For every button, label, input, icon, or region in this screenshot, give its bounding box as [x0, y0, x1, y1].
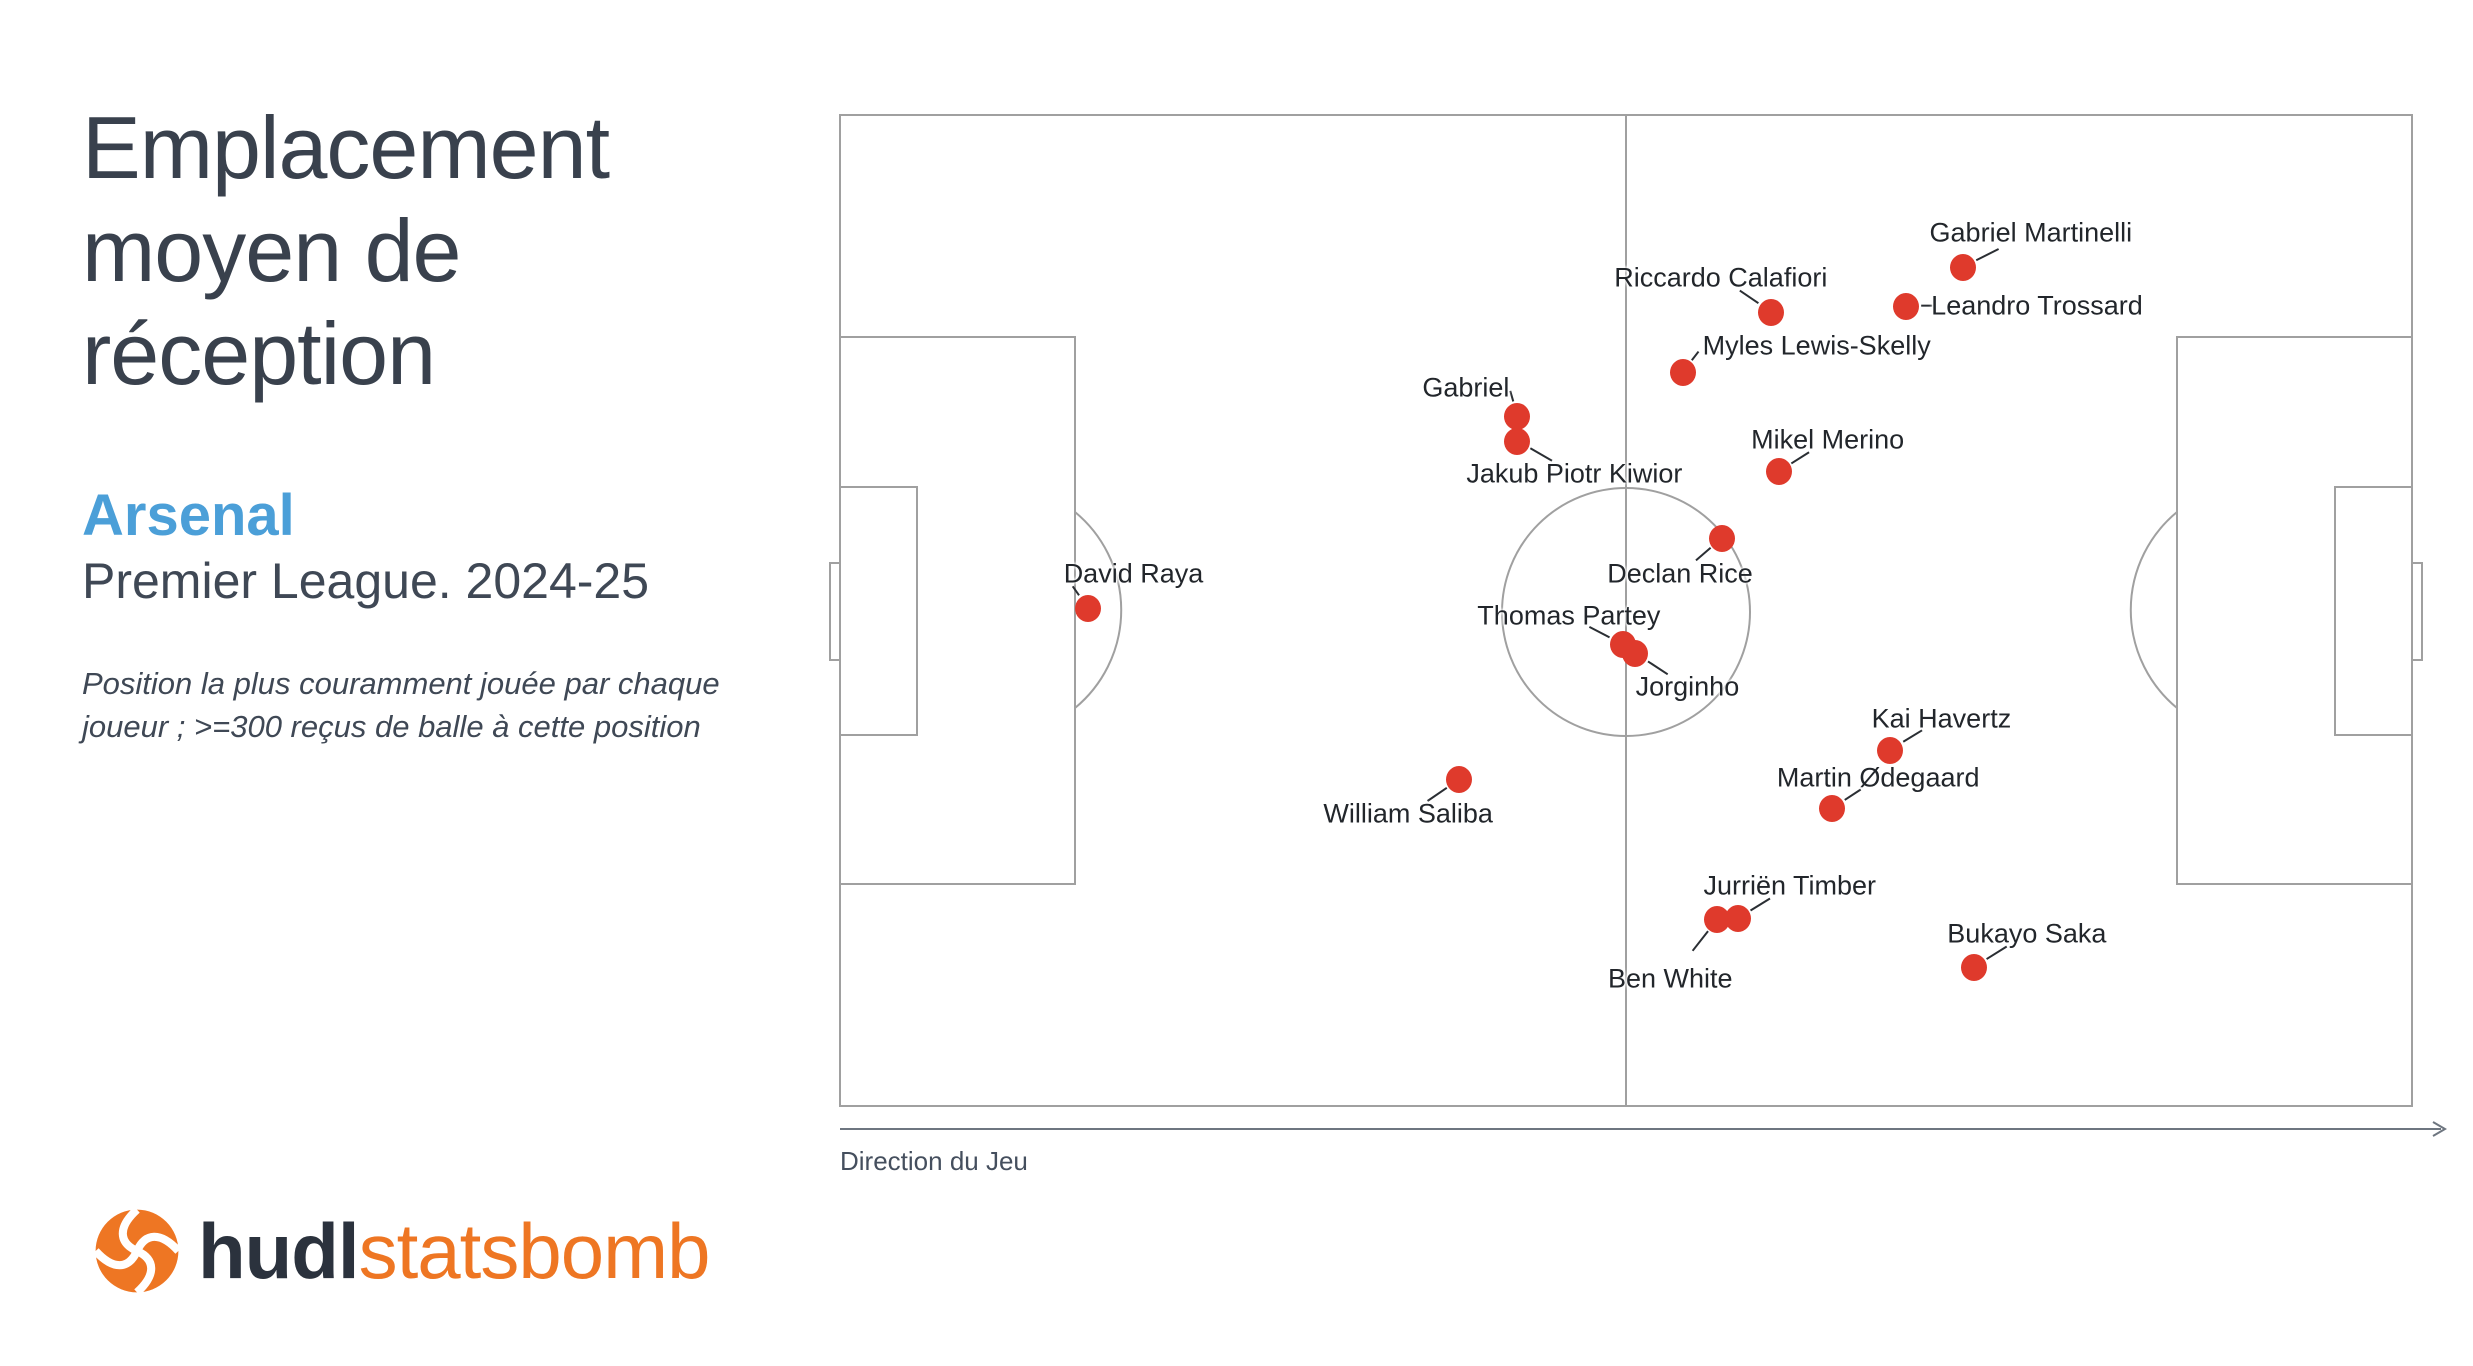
- player-label: Gabriel: [1422, 372, 1510, 403]
- player-label: Jorginho: [1635, 671, 1740, 702]
- player-label: Riccardo Calafiori: [1614, 262, 1828, 293]
- page-title-line1: Emplacement: [82, 98, 610, 197]
- label-connector: [1647, 660, 1669, 676]
- label-connector: [1986, 945, 2008, 960]
- label-connector: [1739, 289, 1759, 304]
- label-connector: [1529, 447, 1553, 462]
- label-connector: [1691, 350, 1700, 361]
- page-title-line3: réception: [82, 304, 436, 403]
- player-dot: [1709, 525, 1735, 552]
- method-note: Position la plus couramment jouée par ch…: [82, 662, 842, 748]
- player-dot: [1765, 458, 1792, 486]
- player-dot: [1622, 640, 1649, 668]
- goal-right: [2412, 563, 2422, 660]
- label-connector: [1902, 729, 1923, 743]
- player-dot: [1949, 253, 1976, 281]
- pitch-chart: David Raya Gabriel Jakub Piotr Kiwior Willi…: [839, 114, 2413, 1107]
- method-note-line2: joueur ; >=300 reçus de balle à cette po…: [82, 709, 701, 744]
- logo-statsbomb-text: statsbomb: [358, 1207, 711, 1295]
- player-label: Declan Rice: [1607, 558, 1753, 589]
- team-name: Arsenal: [82, 483, 295, 548]
- page-title: Emplacement moyen de réception: [82, 96, 782, 405]
- player-dot: [1669, 359, 1696, 387]
- player-dot: [1819, 795, 1846, 823]
- player-dot: [1724, 905, 1751, 933]
- player-label: David Raya: [1063, 558, 1204, 589]
- player-label: Jurriën Timber: [1703, 870, 1877, 901]
- penalty-arc-right: [2131, 512, 2177, 708]
- player-dot: [1893, 292, 1920, 320]
- competition-season: Premier League. 2024-25: [82, 553, 650, 609]
- label-connector: [1588, 626, 1610, 639]
- player-dot: [1877, 736, 1904, 764]
- player-dot: [1757, 298, 1784, 326]
- player-dot: [1960, 953, 1987, 981]
- player-dot: [1074, 594, 1101, 622]
- player-dot: [1504, 427, 1531, 455]
- label-connector: [1750, 897, 1771, 912]
- label-connector: [1844, 788, 1862, 801]
- player-label: Jakub Piotr Kiwior: [1466, 458, 1683, 489]
- player-label: Kai Havertz: [1871, 703, 2012, 734]
- player-label: William Saliba: [1323, 798, 1493, 829]
- label-connector: [1691, 930, 1709, 952]
- page-title-line2: moyen de: [82, 201, 461, 300]
- player-label: Mikel Merino: [1751, 424, 1905, 455]
- player-label: Myles Lewis-Skelly: [1702, 330, 1931, 361]
- brand-logo: hudlstatsbomb: [92, 1206, 710, 1296]
- player-label: Ben White: [1608, 963, 1733, 994]
- player-label: Gabriel Martinelli: [1929, 217, 2133, 248]
- direction-arrow: [840, 1121, 2447, 1137]
- label-connectors: [1071, 248, 2008, 960]
- player-label: Martin Ødegaard: [1776, 762, 1980, 793]
- center-circle: [1502, 488, 1750, 736]
- player-dot: [1504, 402, 1531, 430]
- method-note-line1: Position la plus couramment jouée par ch…: [82, 666, 720, 701]
- label-connector: [1975, 248, 2000, 262]
- arrowhead-icon: [2432, 1121, 2447, 1137]
- label-connector: [1509, 390, 1515, 402]
- pitch-lines: [839, 114, 2413, 1107]
- penalty-arc-left: [1075, 512, 1121, 708]
- direction-label: Direction du Jeu: [840, 1146, 1028, 1176]
- player-label: Thomas Partey: [1477, 600, 1661, 631]
- label-connector: [1790, 451, 1810, 465]
- label-connector: [1695, 547, 1712, 562]
- brand-logo-text: hudlstatsbomb: [198, 1212, 710, 1290]
- hudl-ball-icon: [92, 1206, 182, 1296]
- label-connector: [1426, 786, 1448, 802]
- player-label: Bukayo Saka: [1947, 918, 2107, 949]
- label-connector: [1071, 585, 1080, 596]
- player-label: Leandro Trossard: [1931, 290, 2143, 321]
- goal-left: [830, 563, 840, 660]
- player-dot: [1446, 766, 1473, 794]
- logo-hudl-text: hudl: [198, 1207, 360, 1295]
